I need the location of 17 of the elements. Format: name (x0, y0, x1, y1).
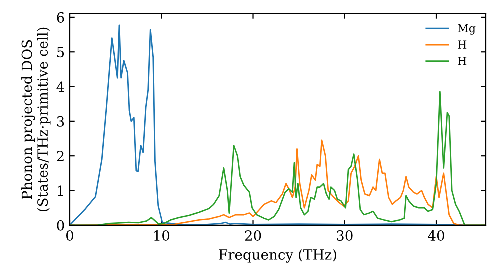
x-tick-label: 10 (154, 230, 170, 242)
y-tick-label: 5 (57, 47, 64, 58)
y-tick-label: 4 (56, 82, 64, 92)
x-tick-label: 30 (337, 230, 353, 242)
x-axis-title: Frequency (THz) (219, 249, 336, 263)
x-tick-label: 20 (245, 230, 262, 242)
legend-label: H (458, 57, 467, 66)
x-tick-label: 40 (428, 230, 444, 242)
legend-label: H (458, 40, 467, 49)
y-tick-label: 2 (57, 151, 64, 162)
x-tick-label: 0 (66, 230, 74, 242)
y-tick-label: 3 (57, 116, 64, 127)
y-tick-label: 1 (58, 186, 64, 196)
y-tick-label: 6 (57, 12, 64, 23)
y-axis-title: Phonon projected DOS (States/THz·primitive cell) (22, 28, 51, 212)
y-tick-label: 0 (57, 220, 64, 231)
legend-label: Mg (458, 24, 476, 35)
